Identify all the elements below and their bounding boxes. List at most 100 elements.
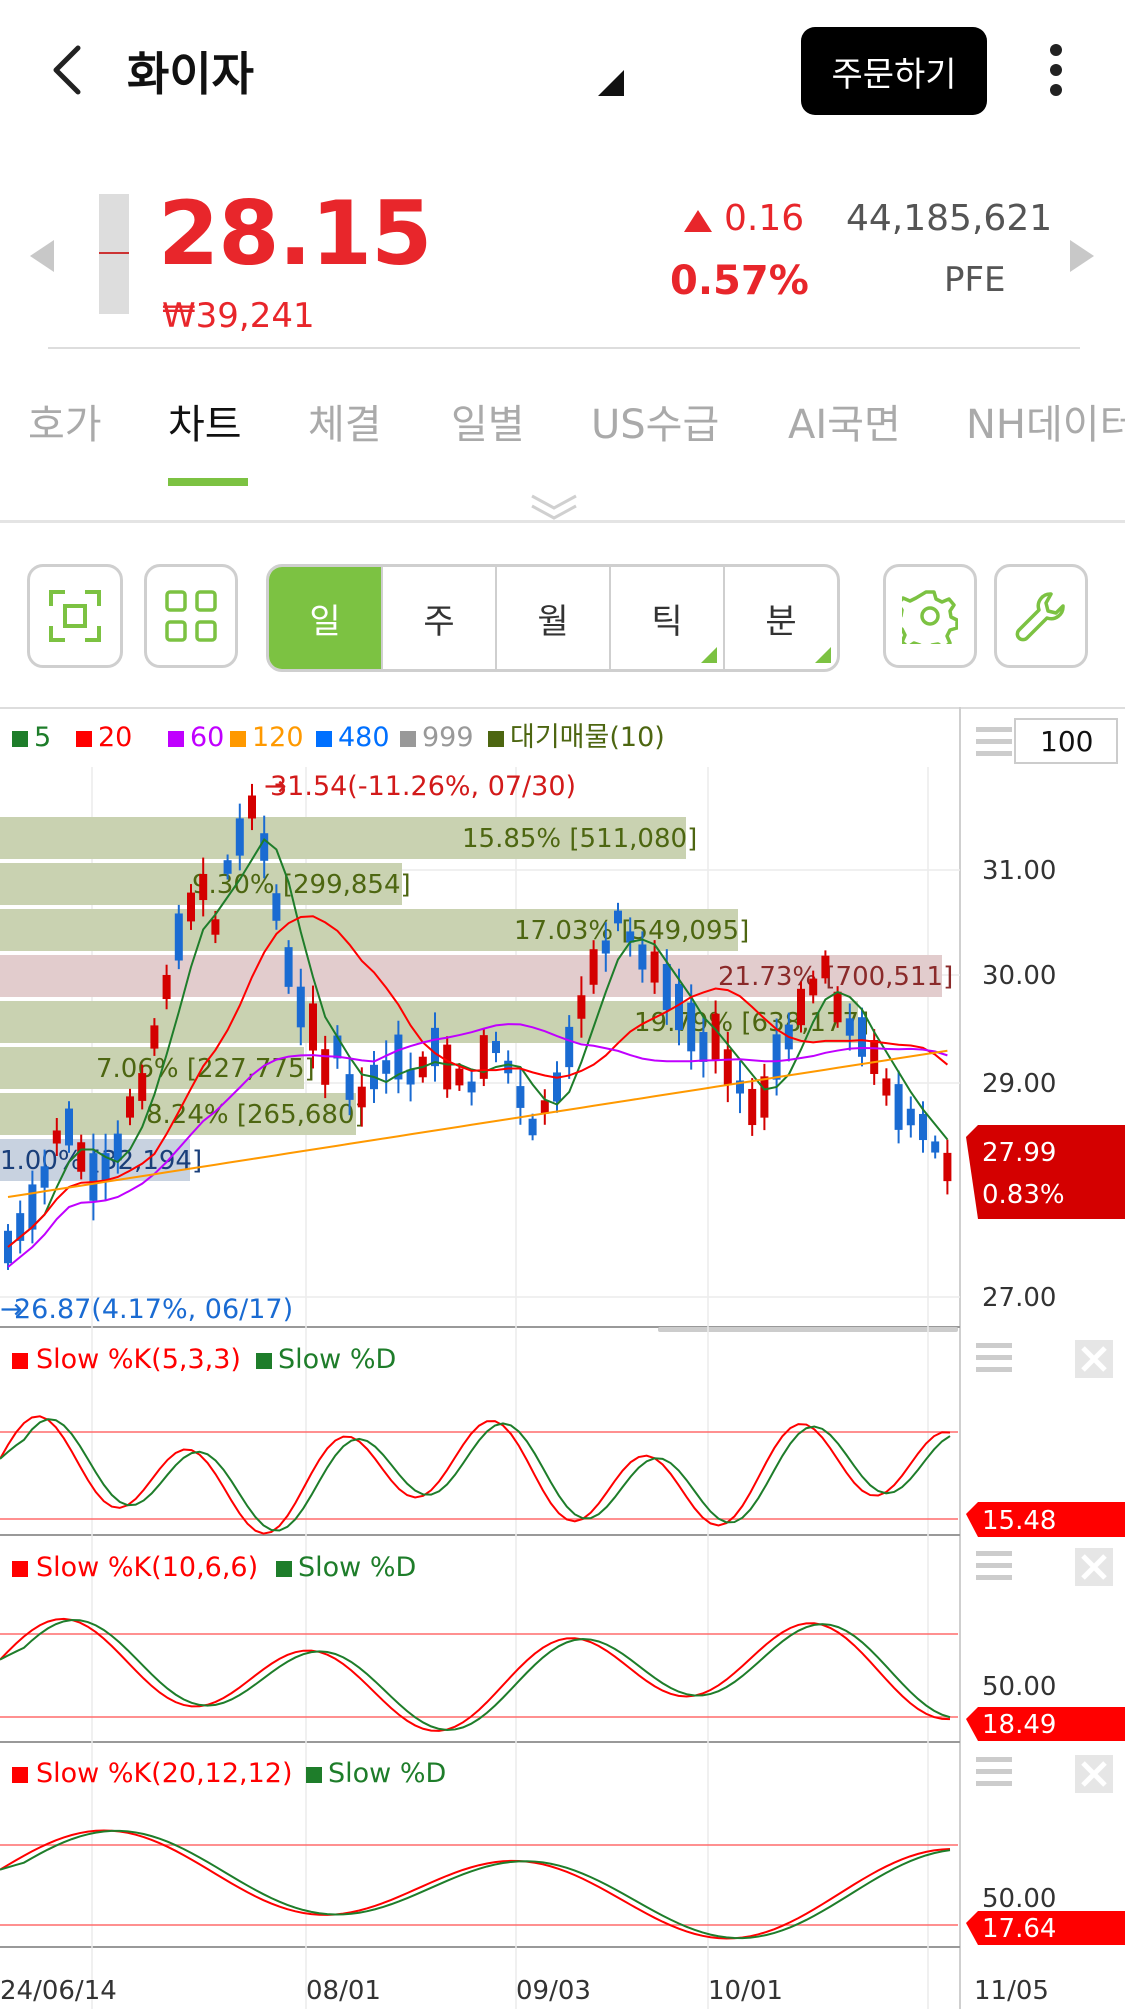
- low-price-note: 26.87(4.17%, 06/17): [14, 1294, 293, 1325]
- tab-daily[interactable]: 일별: [451, 402, 525, 448]
- candle-body: [65, 1108, 73, 1146]
- period-day[interactable]: 일: [269, 567, 383, 669]
- tools-button[interactable]: [994, 564, 1088, 668]
- candle-body: [687, 1002, 696, 1052]
- next-stock-arrow-icon[interactable]: [1070, 240, 1094, 272]
- prev-stock-arrow-icon[interactable]: [30, 240, 54, 272]
- tab-chart[interactable]: 차트: [168, 402, 242, 448]
- candle-body: [248, 795, 256, 819]
- legend-swatch: [230, 731, 246, 747]
- candle-body: [235, 818, 244, 856]
- candle-body: [187, 892, 195, 922]
- panel-menu-icon[interactable]: [976, 1757, 1012, 1786]
- current-price-tag-pct: 0.83%: [982, 1180, 1065, 1210]
- zoom-input[interactable]: 100: [1014, 718, 1118, 764]
- legend-label: 120: [252, 722, 304, 753]
- candle-body: [638, 944, 647, 970]
- panel-menu-icon[interactable]: [976, 1343, 1012, 1372]
- price-range-marker: [99, 252, 129, 254]
- high-arrow-icon: →: [264, 771, 287, 802]
- corner-triangle-icon: [815, 647, 831, 663]
- period-minute[interactable]: 분: [725, 567, 837, 669]
- divider: [48, 347, 1080, 349]
- stoch1-value-tag: [966, 1502, 1125, 1537]
- x-tick: 10/01: [708, 1976, 783, 2006]
- panel-menu-icon[interactable]: [976, 727, 1012, 756]
- fullscreen-button[interactable]: [27, 564, 123, 668]
- legend-swatch: [168, 731, 184, 747]
- candle-body: [321, 1049, 330, 1085]
- candle-body: [162, 974, 171, 1000]
- close-icon[interactable]: [1075, 1548, 1113, 1586]
- legend-swatch: [276, 1561, 292, 1577]
- candle-body: [772, 1034, 781, 1080]
- divider: [0, 520, 1125, 523]
- candle-body: [174, 913, 183, 961]
- period-month[interactable]: 월: [497, 567, 611, 669]
- current-price: 28.15: [158, 182, 432, 285]
- legend-label: 480: [338, 722, 390, 753]
- candle-body: [467, 1081, 476, 1093]
- more-menu-icon[interactable]: [1040, 40, 1072, 100]
- legend-label: 999: [422, 722, 474, 753]
- tab-ai-phase[interactable]: AI국면: [788, 402, 901, 448]
- candle-body: [870, 1040, 879, 1074]
- candle-body: [833, 991, 842, 1023]
- stoch2-d-label: Slow %D: [298, 1552, 416, 1583]
- period-tick-label: 틱: [651, 601, 683, 642]
- tab-orderbook[interactable]: 호가: [28, 402, 102, 448]
- stoch-k-line: [0, 1415, 951, 1535]
- period-week[interactable]: 주: [383, 567, 497, 669]
- close-icon[interactable]: [1075, 1755, 1113, 1793]
- order-button[interactable]: 주문하기: [801, 27, 987, 115]
- legend-swatch: [12, 731, 28, 747]
- chart-scrollbar[interactable]: [658, 1327, 958, 1332]
- period-tick[interactable]: 틱: [611, 567, 725, 669]
- candle-body: [845, 1018, 854, 1036]
- candle-body: [406, 1069, 415, 1085]
- ma60-line: [7, 1023, 948, 1268]
- stoch1-value: 15.48: [982, 1506, 1056, 1536]
- candle-body: [821, 955, 830, 979]
- stoch1-k-label: Slow %K(5,3,3): [36, 1344, 241, 1375]
- legend-label: 20: [98, 722, 132, 753]
- stoch3-value: 17.64: [982, 1914, 1056, 1944]
- period-selector: 일 주 월 틱 분: [266, 564, 840, 672]
- candle-body: [748, 1088, 757, 1126]
- stoch2-value: 18.49: [982, 1710, 1056, 1740]
- price-range-gauge: [99, 194, 129, 314]
- stoch2-k-label: Slow %K(10,6,6): [36, 1552, 258, 1583]
- moving-averages: [7, 837, 949, 1268]
- candle-body: [113, 1133, 122, 1161]
- tab-nh-data[interactable]: NH데이터: [966, 402, 1125, 448]
- stoch2-value-tag: [966, 1707, 1125, 1741]
- back-arrow-icon[interactable]: [40, 40, 100, 100]
- tab-trades[interactable]: 체결: [308, 402, 382, 448]
- corner-triangle-icon: [701, 647, 717, 663]
- layout-button[interactable]: [144, 564, 238, 668]
- trade-volume: 44,185,621: [846, 198, 1053, 239]
- candle-body: [394, 1034, 403, 1080]
- settings-button[interactable]: [883, 564, 977, 668]
- candle-body: [540, 1100, 549, 1114]
- close-icon[interactable]: [1075, 1340, 1113, 1378]
- candle-body: [894, 1084, 903, 1130]
- candle-body: [89, 1153, 98, 1201]
- candle-body: [626, 931, 635, 943]
- candle-body: [260, 833, 269, 861]
- legend-swatch: [256, 1353, 272, 1369]
- legend-swatch: [306, 1767, 322, 1783]
- panel-menu-icon[interactable]: [976, 1551, 1012, 1580]
- stock-dropdown-icon[interactable]: [598, 70, 624, 96]
- current-price-tag: [966, 1125, 1125, 1219]
- price-chart[interactable]: 15.85% [511,080]9.30% [299,854]17.03% [5…: [0, 707, 1125, 2009]
- tab-us-flow[interactable]: US수급: [591, 402, 720, 448]
- legend-label: 대기매물(10): [510, 722, 665, 753]
- ma120-line: [7, 1049, 948, 1198]
- chevron-down-icon[interactable]: [528, 492, 580, 522]
- candle-body: [577, 995, 586, 1019]
- legend-swatch: [488, 731, 504, 747]
- candle-body: [28, 1184, 37, 1230]
- period-day-label: 일: [309, 601, 341, 642]
- fullscreen-icon: [49, 590, 101, 642]
